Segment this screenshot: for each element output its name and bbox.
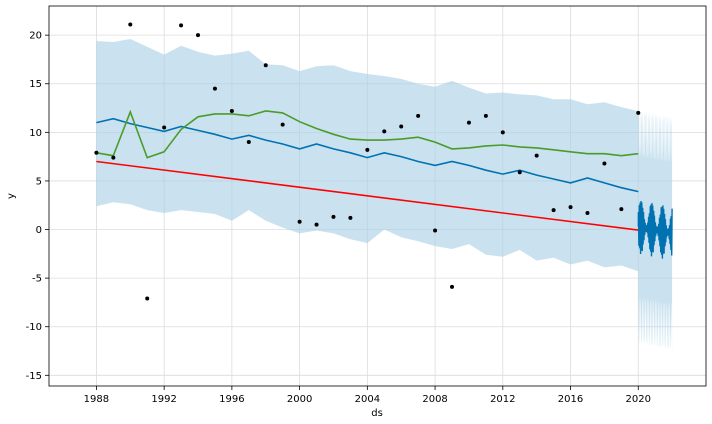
observed-point <box>399 124 404 129</box>
y-tick-label: 10 <box>29 128 42 139</box>
series-lines <box>96 109 673 259</box>
x-tick-label: 1996 <box>219 394 244 405</box>
forecast-line <box>96 117 639 193</box>
observed-point <box>229 108 234 113</box>
x-tick-label: 2012 <box>490 394 515 405</box>
y-tick-label: -5 <box>32 274 42 285</box>
observed-point <box>365 147 370 152</box>
plot-frame <box>48 5 707 387</box>
observed-point <box>517 170 522 175</box>
observed-point <box>162 125 167 130</box>
x-tick-label: 2016 <box>558 394 583 405</box>
observed-point <box>196 33 201 38</box>
observed-point <box>263 63 268 68</box>
observed-point <box>145 296 150 301</box>
y-axis-ticks: -15 -10 -5 0 5 10 15 20 <box>26 31 49 382</box>
trend-line <box>96 160 673 236</box>
smoothed-line <box>96 109 639 159</box>
y-axis-label: y <box>6 193 17 199</box>
observed-point <box>433 228 438 233</box>
y-tick-label: 0 <box>36 225 42 236</box>
x-tick-label: 1988 <box>84 394 109 405</box>
observed-point <box>348 215 353 220</box>
observed-point <box>94 150 99 155</box>
x-axis-label: ds <box>371 408 383 419</box>
observed-point <box>280 122 285 127</box>
observed-point <box>619 207 624 212</box>
y-tick-label: -15 <box>26 371 42 382</box>
observed-point <box>212 86 217 91</box>
observed-point <box>450 284 455 289</box>
x-tick-label: 2004 <box>355 394 380 405</box>
observed-points <box>94 22 641 301</box>
y-tick-label: -10 <box>26 322 42 333</box>
x-tick-label: 2000 <box>287 394 312 405</box>
y-tick-label: 5 <box>36 176 42 187</box>
x-tick-label: 1992 <box>151 394 176 405</box>
observed-point <box>331 214 336 219</box>
y-tick-label: 20 <box>29 31 42 42</box>
observed-point <box>483 113 488 118</box>
x-tick-label: 2020 <box>626 394 651 405</box>
observed-point <box>128 22 133 27</box>
x-tick-label: 2008 <box>422 394 447 405</box>
observed-point <box>314 222 319 227</box>
observed-point <box>297 219 302 224</box>
x-axis-ticks: 1988 1992 1996 2000 2004 2008 2012 2016 2020 <box>84 386 651 405</box>
observed-point <box>179 23 184 28</box>
observed-point <box>111 155 116 160</box>
forecast-extension-line <box>637 200 673 259</box>
observed-point <box>382 129 387 134</box>
observed-point <box>416 113 421 118</box>
observed-point <box>602 161 607 166</box>
observed-point <box>636 110 641 115</box>
y-tick-label: 15 <box>29 79 42 90</box>
observed-point <box>551 208 556 213</box>
observed-point <box>500 130 505 135</box>
observed-point <box>466 120 471 125</box>
observed-point <box>534 153 539 158</box>
observed-point <box>585 211 590 216</box>
observed-point <box>246 140 251 145</box>
observed-point <box>568 205 573 210</box>
